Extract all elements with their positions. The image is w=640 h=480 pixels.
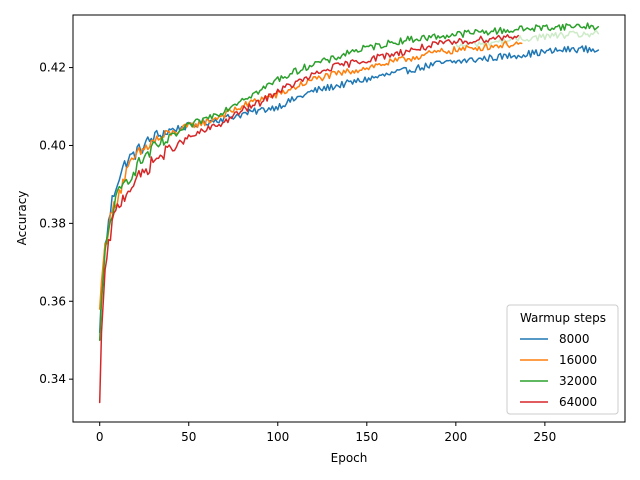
x-axis-label: Epoch [331,451,368,465]
legend-title: Warmup steps [520,311,606,325]
x-tick-label: 200 [444,430,467,444]
x-tick-label: 0 [96,430,104,444]
legend-entries: 8000 16000 32000 64000 [520,332,597,409]
y-tick-label: 0.36 [39,294,66,308]
legend-label-64000: 64000 [559,395,597,409]
x-tick-label: 50 [181,430,196,444]
y-axis-label: Accuracy [15,191,29,246]
y-tick-label: 0.42 [39,61,66,75]
legend-label-8000: 8000 [559,332,590,346]
series-layer [98,22,600,404]
legend: Warmup steps 8000 16000 32000 64000 [506,304,619,415]
plot-frame [72,14,626,423]
x-axis-ticks: 0 50 100 150 200 250 [96,422,556,444]
x-tick-label: 150 [355,430,378,444]
legend-label-32000: 32000 [559,374,597,388]
series-line-64000 [98,34,519,404]
y-tick-label: 0.34 [39,372,66,386]
series-line-32000 [98,22,600,341]
x-tick-label: 250 [533,430,556,444]
y-tick-label: 0.40 [39,138,66,152]
legend-box [506,304,619,415]
legend-label-16000: 16000 [559,353,597,367]
series-line-background [455,30,600,48]
x-tick-label: 100 [266,430,289,444]
series-line-16000 [98,40,523,310]
y-tick-label: 0.38 [39,216,66,230]
y-axis-ticks: 0.34 0.36 0.38 0.40 0.42 [39,61,73,386]
